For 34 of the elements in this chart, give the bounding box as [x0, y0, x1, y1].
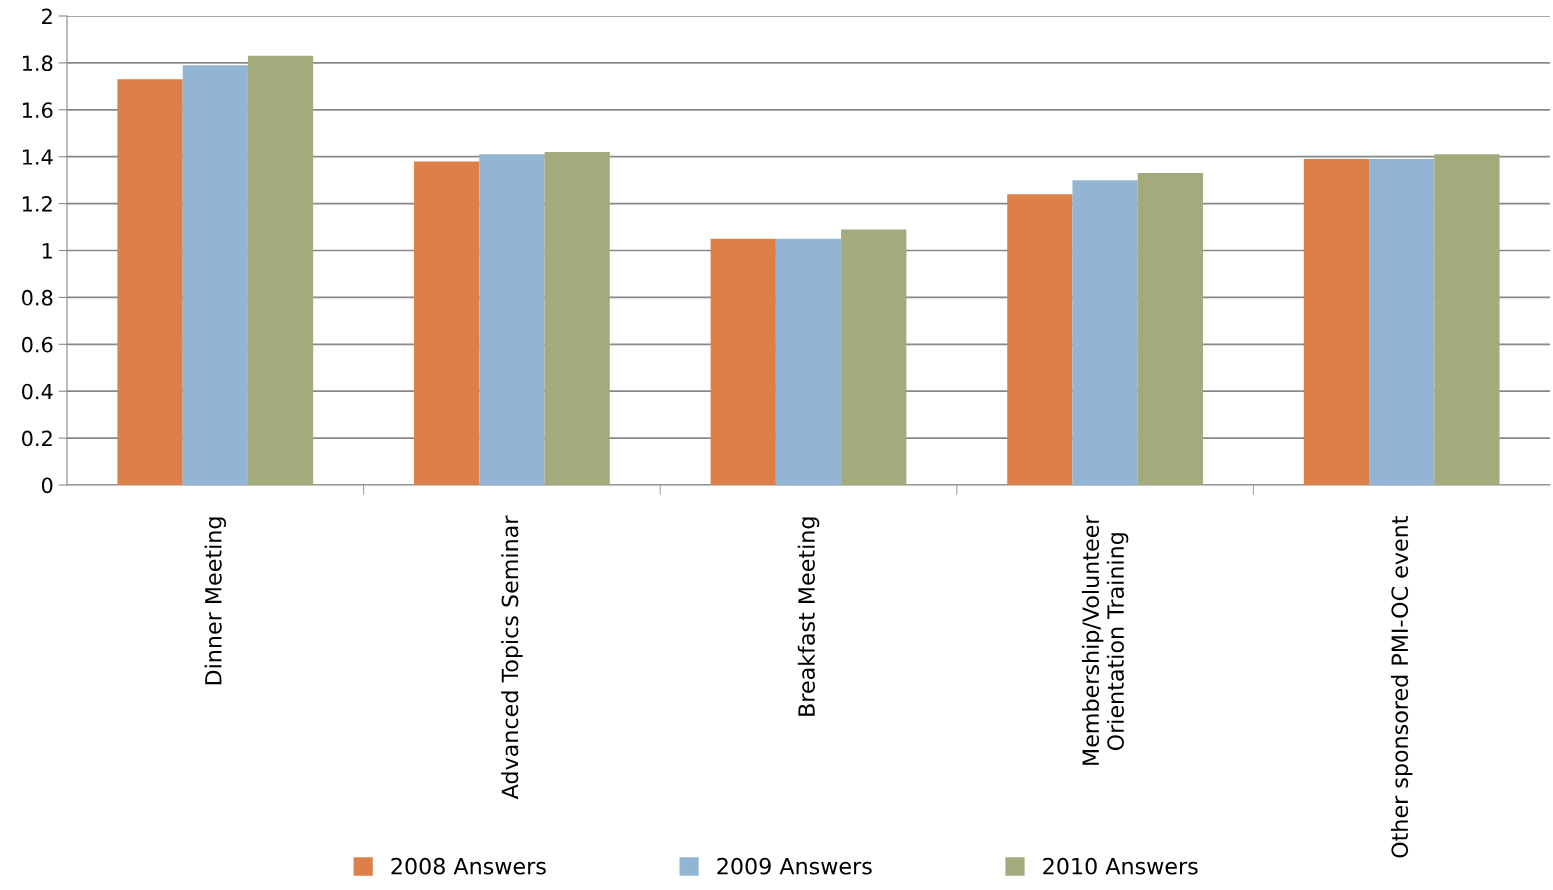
legend-label: 2010 Answers	[1043, 857, 1198, 875]
bar	[1369, 159, 1435, 485]
bar	[1434, 154, 1500, 485]
y-tick-label: 2	[42, 8, 52, 24]
bar	[710, 238, 776, 485]
y-tick-label: 1.8	[22, 55, 53, 72]
x-tick-label: Membership/Volunteer Orientation Training	[1081, 515, 1129, 765]
bar	[414, 161, 480, 485]
x-tick-label: Dinner Meeting	[204, 517, 227, 685]
bar	[841, 229, 907, 485]
y-tick-label: 0.2	[22, 430, 52, 447]
y-tick-label: 1.6	[22, 102, 53, 119]
y-tick-label: 0	[41, 477, 53, 494]
bar	[1072, 180, 1138, 485]
y-tick-label: 1	[42, 243, 52, 259]
y-tick-label: 0.6	[22, 336, 53, 353]
bar	[1303, 159, 1370, 485]
x-tick-label: Advanced Topics Seminar	[501, 515, 523, 800]
bar	[247, 55, 314, 485]
x-tick-label: Other sponsored PMI-OC event	[1390, 516, 1413, 858]
legend-label: 2009 Answers	[717, 857, 872, 875]
bar	[117, 79, 183, 485]
x-tick-label: Breakfast Meeting	[797, 517, 820, 716]
bar	[775, 238, 842, 485]
y-tick-label: 0.8	[22, 289, 53, 306]
bar	[544, 152, 610, 485]
bar	[1137, 173, 1203, 485]
y-tick-label: 0.4	[22, 383, 53, 400]
bar	[182, 65, 248, 485]
legend-label: 2008 Answers	[391, 857, 546, 875]
y-tick-label: 1.4	[22, 149, 53, 165]
bar	[1007, 194, 1073, 485]
y-tick-label: 1.2	[22, 196, 52, 212]
bar	[479, 154, 545, 485]
